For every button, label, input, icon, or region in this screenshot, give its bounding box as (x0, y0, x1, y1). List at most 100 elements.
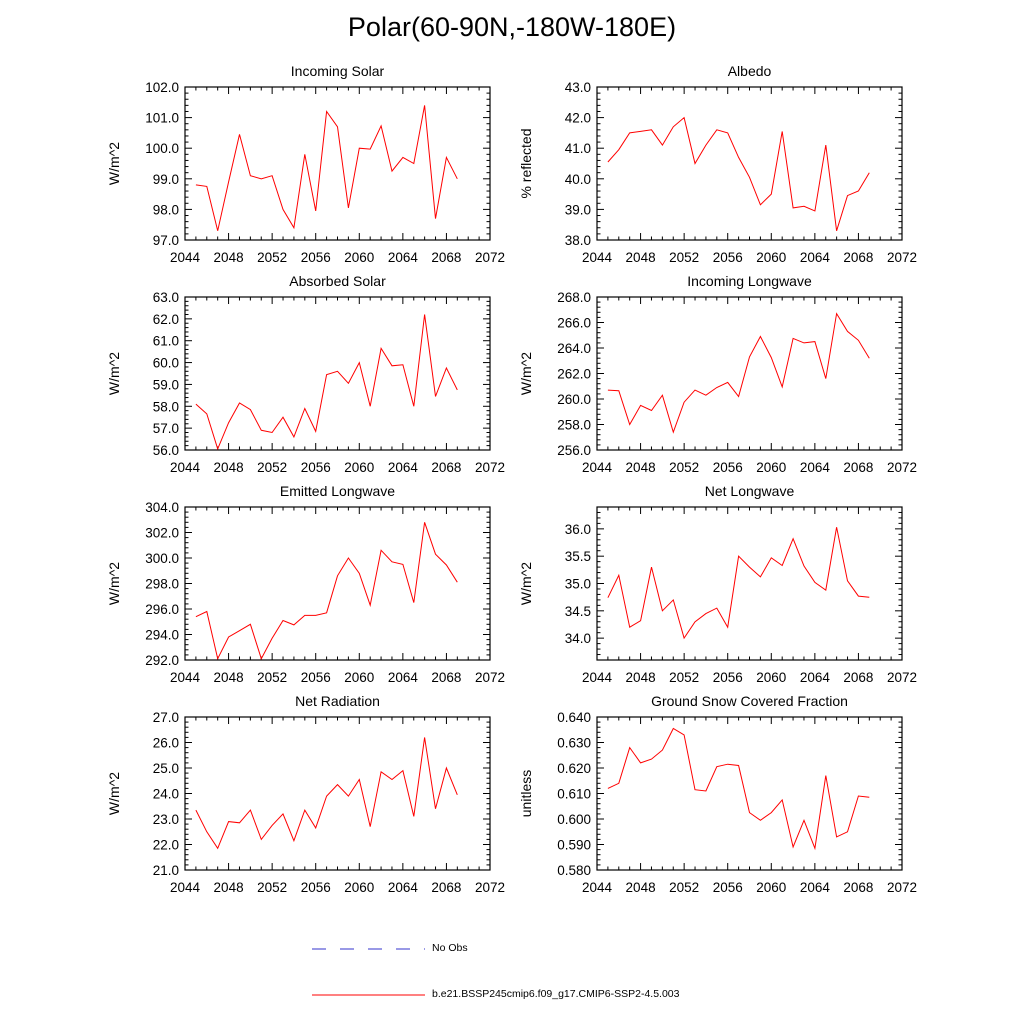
y-axis-label: W/m^2 (518, 562, 534, 605)
x-tick-label: 2072 (475, 250, 505, 265)
panel-title: Incoming Longwave (687, 273, 812, 289)
x-tick-label: 2064 (388, 670, 419, 685)
y-tick-label: 22.0 (153, 838, 179, 853)
y-tick-label: 0.580 (557, 863, 591, 878)
series-line (195, 105, 458, 231)
y-tick-label: 304.0 (145, 500, 179, 515)
y-tick-label: 23.0 (153, 812, 179, 827)
y-tick-label: 101.0 (145, 111, 179, 126)
y-tick-label: 25.0 (153, 761, 179, 776)
plot-frame (596, 296, 903, 451)
x-tick-label: 2072 (475, 880, 505, 895)
series-line (195, 737, 458, 850)
x-tick-label: 2048 (626, 250, 656, 265)
x-tick-label: 2072 (887, 250, 917, 265)
series-line (607, 116, 870, 231)
y-tick-label: 58.0 (153, 399, 179, 414)
y-tick-label: 39.0 (565, 202, 591, 217)
x-tick-label: 2048 (214, 670, 244, 685)
legend-obs-label: No Obs (432, 942, 468, 954)
x-tick-label: 2048 (626, 460, 656, 475)
x-tick-label: 2064 (388, 460, 419, 475)
x-tick-label: 2072 (887, 670, 917, 685)
y-axis-label: W/m^2 (106, 562, 122, 605)
panel-title: Net Radiation (295, 693, 380, 709)
x-tick-label: 2056 (713, 250, 743, 265)
x-tick-label: 2064 (800, 880, 831, 895)
x-tick-label: 2072 (887, 460, 917, 475)
y-tick-label: 98.0 (153, 202, 179, 217)
y-axis-label: W/m^2 (518, 352, 534, 395)
chart-panel-3: 2044 2048 2052 2056 2060 2064 2068 2072 56.0 57.0… (106, 273, 505, 475)
x-tick-label: 2064 (388, 250, 419, 265)
y-tick-label: 59.0 (153, 377, 179, 392)
y-tick-label: 41.0 (565, 141, 591, 156)
panel-title: Net Longwave (705, 483, 795, 499)
y-tick-label: 61.0 (153, 334, 179, 349)
series-line (607, 312, 870, 434)
series-line (607, 527, 870, 640)
plot-frame (596, 86, 903, 241)
x-tick-label: 2068 (431, 880, 461, 895)
panel-title: Incoming Solar (291, 63, 385, 79)
panel-title: Emitted Longwave (280, 483, 395, 499)
x-tick-label: 2052 (257, 460, 287, 475)
chart-panel-1: 2044 2048 2052 2056 2060 2064 2068 2072 97.0 98.0… (106, 63, 505, 265)
x-tick-label: 2072 (475, 670, 505, 685)
x-tick-label: 2044 (170, 670, 201, 685)
x-tick-label: 2044 (170, 250, 201, 265)
x-tick-label: 2056 (713, 460, 743, 475)
x-tick-label: 2072 (475, 460, 505, 475)
x-tick-label: 2064 (388, 880, 419, 895)
y-tick-label: 62.0 (153, 312, 179, 327)
chart-panel-7: 2044 2048 2052 2056 2060 2064 2068 2072 21.0 22.0… (106, 693, 505, 895)
y-tick-label: 298.0 (145, 577, 179, 592)
x-tick-label: 2052 (669, 460, 699, 475)
y-tick-label: 27.0 (153, 710, 179, 725)
y-tick-label: 262.0 (557, 367, 591, 382)
plot-frame (596, 716, 903, 871)
chart-panel-6: 2044 2048 2052 2056 2060 2064 2068 2072 34.0 34.5… (518, 483, 917, 685)
x-tick-label: 2068 (431, 460, 461, 475)
figure-title: Polar(60-90N,-180W-180E) (347, 12, 677, 42)
x-tick-label: 2052 (257, 670, 287, 685)
y-tick-label: 102.0 (145, 80, 179, 95)
x-tick-label: 2064 (800, 460, 831, 475)
y-tick-label: 0.620 (557, 761, 591, 776)
x-tick-label: 2068 (843, 880, 873, 895)
y-tick-label: 34.5 (565, 604, 591, 619)
x-tick-label: 2044 (170, 460, 201, 475)
y-tick-label: 99.0 (153, 172, 179, 187)
y-tick-label: 43.0 (565, 80, 591, 95)
x-tick-label: 2060 (756, 670, 786, 685)
y-axis-label: % reflected (518, 128, 534, 198)
y-axis-label: W/m^2 (106, 772, 122, 815)
x-tick-label: 2060 (344, 670, 374, 685)
y-tick-label: 60.0 (153, 356, 179, 371)
y-tick-label: 296.0 (145, 602, 179, 617)
x-tick-label: 2044 (582, 460, 613, 475)
x-tick-label: 2068 (843, 670, 873, 685)
x-tick-label: 2060 (344, 460, 374, 475)
y-tick-label: 35.0 (565, 577, 591, 592)
chart-panel-8: 2044 2048 2052 2056 2060 2064 2068 2072 0.580 0.5… (518, 693, 917, 895)
y-tick-label: 24.0 (153, 787, 179, 802)
y-tick-label: 302.0 (145, 526, 179, 541)
y-tick-label: 97.0 (153, 233, 179, 248)
y-tick-label: 100.0 (145, 141, 179, 156)
y-tick-label: 63.0 (153, 290, 179, 305)
panel-title: Ground Snow Covered Fraction (651, 693, 848, 709)
y-axis-label: W/m^2 (106, 352, 122, 395)
y-tick-label: 268.0 (557, 290, 591, 305)
y-tick-label: 294.0 (145, 628, 179, 643)
y-tick-label: 264.0 (557, 341, 591, 356)
y-tick-label: 36.0 (565, 522, 591, 537)
x-tick-label: 2072 (887, 880, 917, 895)
x-tick-label: 2044 (170, 880, 201, 895)
chart-panel-2: 2044 2048 2052 2056 2060 2064 2068 2072 38.0 39.0… (518, 63, 917, 265)
x-tick-label: 2044 (582, 670, 613, 685)
y-tick-label: 34.0 (565, 631, 591, 646)
y-tick-label: 0.600 (557, 812, 591, 827)
x-tick-label: 2048 (214, 880, 244, 895)
